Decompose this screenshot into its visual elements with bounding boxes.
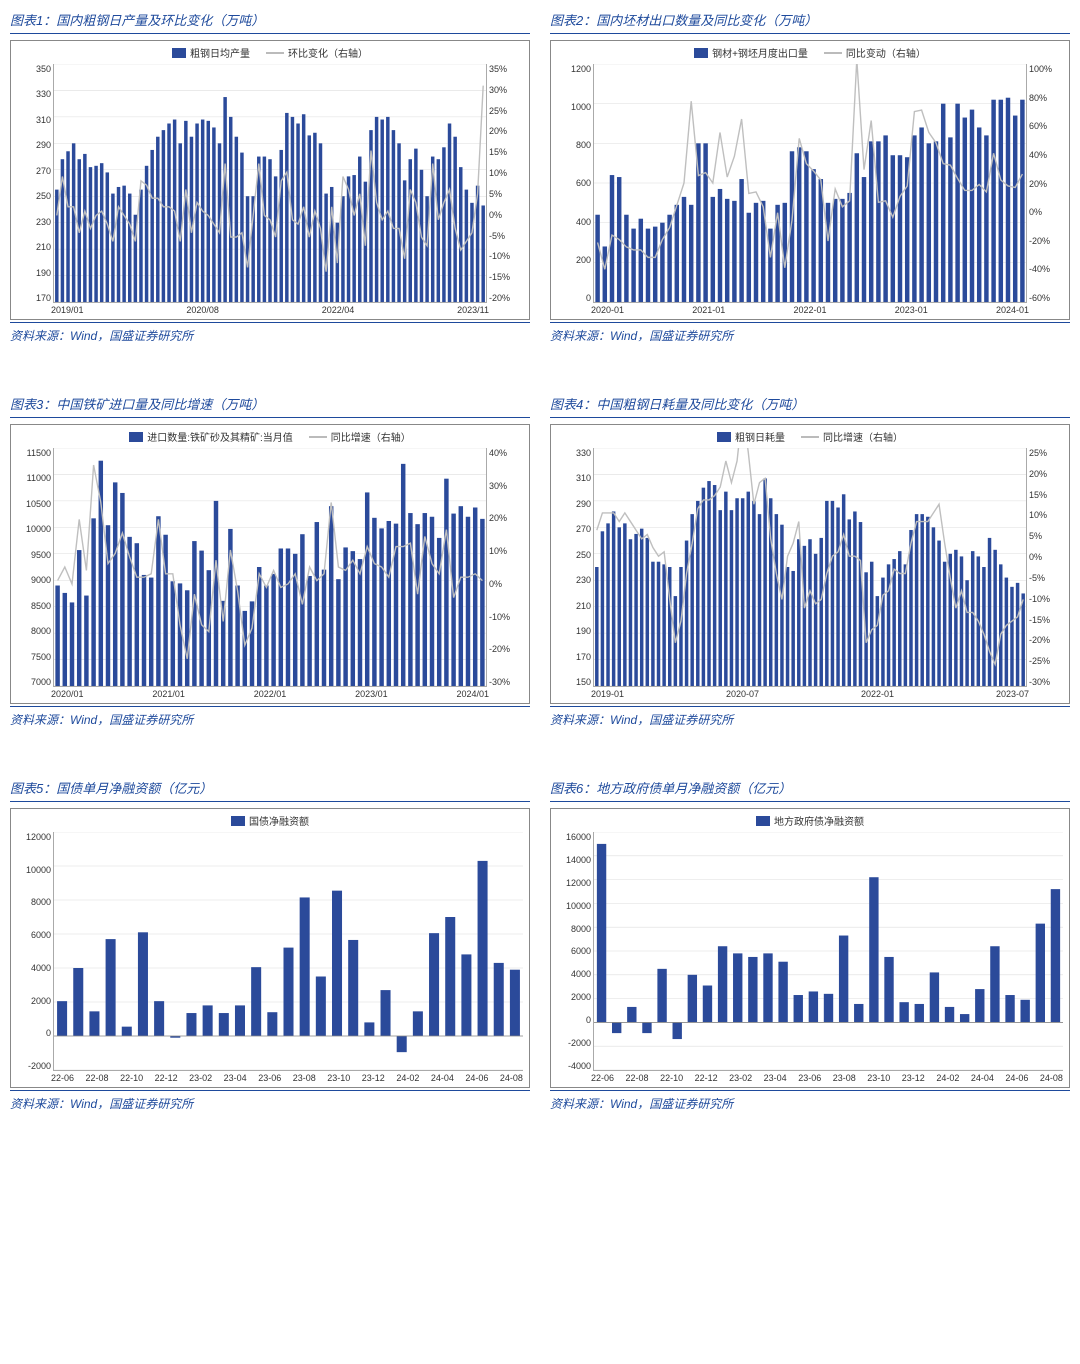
plot xyxy=(593,832,1063,1071)
y-axis-right: 25%20%15%10%5%0%-5%-10%-15%-20%-25%-30% xyxy=(1027,448,1063,687)
x-axis: 22-0622-0822-1022-1223-0223-0423-0623-08… xyxy=(17,1071,523,1083)
plot-area: 粗钢日耗量同比增速（右轴） 330310290270250230210190170… xyxy=(550,424,1070,704)
chart-source: 资料来源：Wind，国盛证券研究所 xyxy=(10,1090,530,1112)
y-axis-right: 40%30%20%10%0%-10%-20%-30% xyxy=(487,448,523,687)
legend: 粗钢日均产量环比变化（右轴） xyxy=(17,45,523,60)
chart-source: 资料来源：Wind，国盛证券研究所 xyxy=(550,322,1070,344)
plot-area: 进口数量:铁矿砂及其精矿:当月值同比增速（右轴） 1150011000105001… xyxy=(10,424,530,704)
chart-panel-1: 图表1：国内粗钢日产量及环比变化（万吨） 粗钢日均产量环比变化（右轴） 350330… xyxy=(10,10,530,344)
x-axis: 2019/012020/082022/042023/11 xyxy=(17,303,523,315)
plot-area: 钢材+钢坯月度出口量同比变动（右轴） 120010008006004002000 1… xyxy=(550,40,1070,320)
y-axis-left: 350330310290270250230210190170 xyxy=(17,64,53,303)
chart-title: 图表4：中国粗钢日耗量及同比变化（万吨） xyxy=(550,394,1070,418)
plot xyxy=(593,448,1027,687)
plot xyxy=(53,64,487,303)
y-axis-left: 330310290270250230210190170150 xyxy=(557,448,593,687)
chart-panel-5: 图表5：国债单月净融资额（亿元） 国债净融资额 120001000080006000… xyxy=(10,778,530,1112)
chart-panel-4: 图表4：中国粗钢日耗量及同比变化（万吨） 粗钢日耗量同比增速（右轴） 3303102… xyxy=(550,394,1070,728)
chart-source: 资料来源：Wind，国盛证券研究所 xyxy=(550,1090,1070,1112)
chart-source: 资料来源：Wind，国盛证券研究所 xyxy=(10,706,530,728)
plot xyxy=(53,448,487,687)
y-axis-right: 100%80%60%40%20%0%-20%-40%-60% xyxy=(1027,64,1063,303)
chart-title: 图表2：国内坯材出口数量及同比变化（万吨） xyxy=(550,10,1070,34)
legend: 进口数量:铁矿砂及其精矿:当月值同比增速（右轴） xyxy=(17,429,523,444)
y-axis-left: 120001000080006000400020000-2000 xyxy=(17,832,53,1071)
plot-area: 粗钢日均产量环比变化（右轴） 35033031029027025023021019… xyxy=(10,40,530,320)
chart-title: 图表3：中国铁矿进口量及同比增速（万吨） xyxy=(10,394,530,418)
plot-area: 地方政府债净融资额 1600014000120001000080006000400… xyxy=(550,808,1070,1088)
chart-title: 图表6：地方政府债单月净融资额（亿元） xyxy=(550,778,1070,802)
legend: 地方政府债净融资额 xyxy=(557,813,1063,828)
plot xyxy=(593,64,1027,303)
legend: 钢材+钢坯月度出口量同比变动（右轴） xyxy=(557,45,1063,60)
x-axis: 2020/012021/012022/012023/012024/01 xyxy=(17,687,523,699)
legend: 国债净融资额 xyxy=(17,813,523,828)
x-axis: 2020-012021-012022-012023-012024-01 xyxy=(557,303,1063,315)
plot xyxy=(53,832,523,1071)
plot-area: 国债净融资额 120001000080006000400020000-200022… xyxy=(10,808,530,1088)
chart-panel-3: 图表3：中国铁矿进口量及同比增速（万吨） 进口数量:铁矿砂及其精矿:当月值同比增速… xyxy=(10,394,530,728)
y-axis-right: 35%30%25%20%15%10%5%0%-5%-10%-15%-20% xyxy=(487,64,523,303)
chart-title: 图表5：国债单月净融资额（亿元） xyxy=(10,778,530,802)
x-axis: 2019-012020-072022-012023-07 xyxy=(557,687,1063,699)
chart-panel-6: 图表6：地方政府债单月净融资额（亿元） 地方政府债净融资额 160001400012… xyxy=(550,778,1070,1112)
chart-source: 资料来源：Wind，国盛证券研究所 xyxy=(10,322,530,344)
chart-panel-2: 图表2：国内坯材出口数量及同比变化（万吨） 钢材+钢坯月度出口量同比变动（右轴） 1… xyxy=(550,10,1070,344)
y-axis-left: 1600014000120001000080006000400020000-20… xyxy=(557,832,593,1071)
x-axis: 22-0622-0822-1022-1223-0223-0423-0623-08… xyxy=(557,1071,1063,1083)
y-axis-left: 1150011000105001000095009000850080007500… xyxy=(17,448,53,687)
legend: 粗钢日耗量同比增速（右轴） xyxy=(557,429,1063,444)
y-axis-left: 120010008006004002000 xyxy=(557,64,593,303)
chart-source: 资料来源：Wind，国盛证券研究所 xyxy=(550,706,1070,728)
chart-title: 图表1：国内粗钢日产量及环比变化（万吨） xyxy=(10,10,530,34)
